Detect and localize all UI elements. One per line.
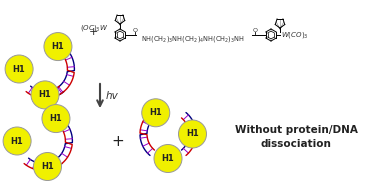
Circle shape bbox=[3, 127, 31, 155]
Text: O: O bbox=[253, 29, 257, 33]
Text: H1: H1 bbox=[50, 114, 62, 123]
Circle shape bbox=[31, 81, 59, 109]
Text: $(OC)_3W$: $(OC)_3W$ bbox=[80, 23, 108, 33]
Text: H1: H1 bbox=[162, 154, 174, 163]
Circle shape bbox=[34, 153, 62, 180]
Circle shape bbox=[42, 105, 70, 132]
Circle shape bbox=[5, 55, 33, 83]
Circle shape bbox=[44, 33, 72, 60]
Circle shape bbox=[154, 145, 182, 173]
Text: O: O bbox=[133, 29, 138, 33]
Text: +: + bbox=[112, 133, 124, 149]
Text: $\rm NH(CH_2)_3NH(CH_2)_4NH(CH_2)_3NH$: $\rm NH(CH_2)_3NH(CH_2)_4NH(CH_2)_3NH$ bbox=[141, 34, 245, 44]
Text: Without protein/DNA
dissociation: Without protein/DNA dissociation bbox=[235, 125, 358, 149]
Circle shape bbox=[142, 99, 170, 127]
Text: H1: H1 bbox=[41, 162, 54, 171]
Text: H1: H1 bbox=[13, 64, 25, 74]
Text: +: + bbox=[88, 27, 98, 37]
Text: H1: H1 bbox=[39, 90, 51, 99]
Text: H1: H1 bbox=[11, 136, 23, 146]
Text: $W(CO)_3$: $W(CO)_3$ bbox=[281, 30, 308, 40]
Text: H1: H1 bbox=[51, 42, 64, 51]
Text: H1: H1 bbox=[149, 108, 162, 117]
Text: hv: hv bbox=[106, 91, 119, 101]
Circle shape bbox=[178, 120, 206, 148]
Text: H1: H1 bbox=[186, 129, 199, 139]
